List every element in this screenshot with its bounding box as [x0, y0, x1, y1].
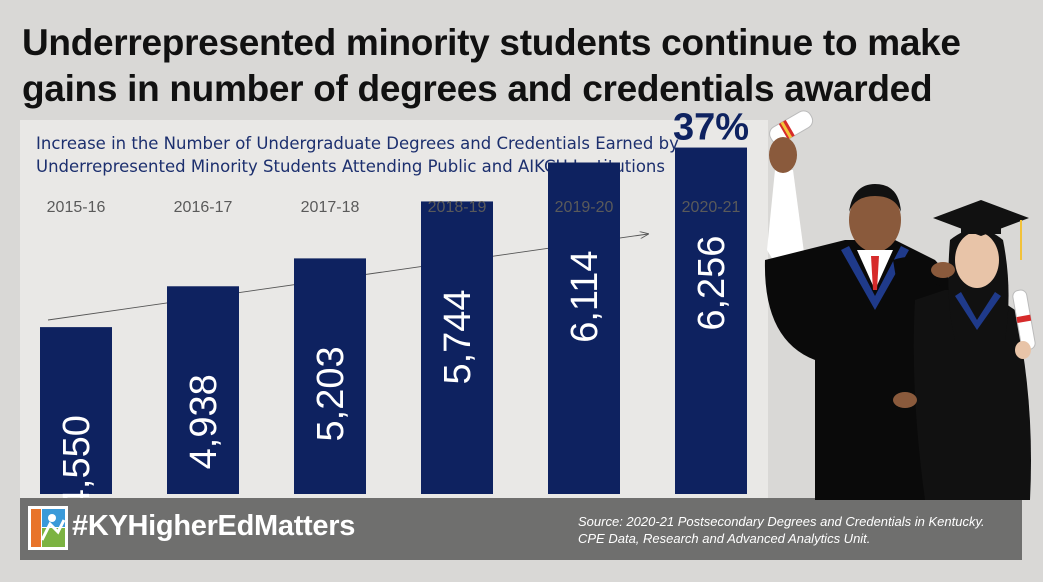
bar-2017-18 [294, 258, 366, 494]
callout-percentage: 37% [673, 107, 749, 149]
category-label: 2015-16 [47, 199, 106, 216]
category-label: 2018-19 [428, 199, 487, 216]
category-label: 2019-20 [555, 199, 614, 216]
graduates-illustration-icon [764, 110, 1036, 500]
bar-2018-19 [421, 201, 493, 494]
value-label: 4,550 [56, 415, 98, 510]
kentucky-state-logo-icon [28, 506, 68, 550]
bar-2020-21 [675, 147, 747, 494]
footer-bar [20, 498, 1022, 560]
value-label: 4,938 [183, 374, 225, 469]
chart-subtitle: Increase in the Number of Undergraduate … [36, 134, 679, 176]
value-label: 5,744 [437, 289, 479, 384]
bar-2019-20 [548, 162, 620, 494]
category-label: 2016-17 [174, 199, 233, 216]
source-line-2: CPE Data, Research and Advanced Analytic… [578, 531, 871, 546]
value-label: 5,203 [310, 346, 352, 441]
bar-2015-16 [40, 327, 112, 494]
value-label: 6,114 [564, 251, 606, 343]
hashtag: #KYHigherEdMatters [72, 510, 356, 542]
bar-2016-17 [167, 286, 239, 494]
category-label: 2020-21 [682, 199, 741, 216]
chart-panel [20, 120, 768, 498]
category-label: 2017-18 [301, 199, 360, 216]
headline: Underrepresented minority students conti… [22, 22, 961, 109]
source-line-1: Source: 2020-21 Postsecondary Degrees an… [578, 514, 985, 529]
source-note: Source: 2020-21 Postsecondary Degrees an… [578, 513, 1018, 547]
value-label: 6,256 [691, 236, 733, 331]
